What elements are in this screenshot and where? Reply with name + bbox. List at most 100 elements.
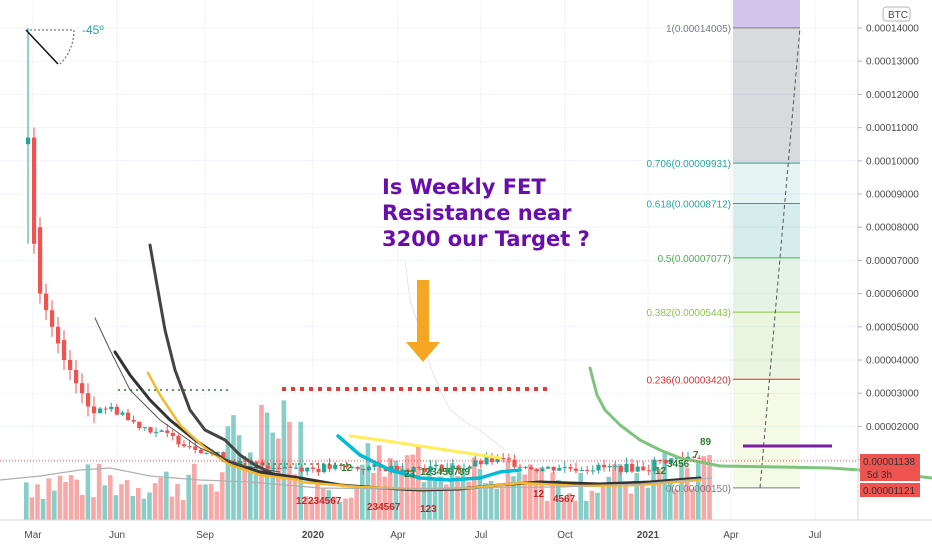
volume-bar	[337, 501, 343, 520]
candle-body	[333, 464, 338, 469]
volume-bar	[186, 474, 191, 520]
candle-body	[182, 444, 187, 447]
volume-bar	[438, 476, 443, 520]
candle-body	[299, 467, 304, 472]
volume-bar	[449, 463, 455, 520]
candle-body	[540, 468, 545, 472]
candle-body	[596, 464, 601, 471]
price-tick-label: 0.00012000	[866, 90, 919, 101]
price-tick-label: 0.00011000	[866, 123, 919, 134]
candle-body	[165, 430, 170, 433]
volume-bar	[662, 451, 667, 520]
volume-bar	[164, 471, 169, 520]
candle-body	[92, 406, 97, 414]
time-axis[interactable]: Mar Jun Sep 2020 Apr Jul Oct 2021 Apr Jul	[0, 519, 932, 541]
volume-bar	[673, 489, 679, 520]
candle-body	[518, 466, 523, 468]
time-tick-label: 2021	[637, 530, 660, 541]
fib-level-label: 0.706(0.00009931)	[646, 159, 731, 170]
volume-bar	[634, 473, 639, 520]
ma-grey	[0, 467, 713, 490]
candle-body	[635, 466, 640, 472]
candle-body	[266, 465, 271, 469]
volume-bar	[57, 475, 63, 520]
candle-body	[579, 469, 584, 471]
last-price-badge	[860, 454, 920, 468]
candle-body	[170, 432, 175, 436]
candle-body	[142, 427, 147, 429]
volume-bar	[539, 467, 544, 520]
volume-bar	[645, 487, 651, 520]
volume-bar	[354, 485, 359, 520]
price-tick-label: 0.00006000	[866, 289, 919, 300]
arrow-shaft	[417, 280, 429, 342]
volume-bar	[578, 472, 583, 520]
unit-badge-label: BTC	[888, 10, 908, 21]
volume-bar	[124, 480, 130, 520]
volume-bar	[220, 472, 225, 520]
price-axis[interactable]: 0.00014000 0.00013000 0.00012000 0.00011000…	[857, 0, 920, 520]
candle-body	[277, 467, 282, 469]
last-price-value: 0.00001138	[863, 457, 916, 468]
candle-body	[114, 406, 119, 415]
candle-body	[406, 469, 411, 472]
fib-zone	[733, 379, 800, 488]
volume-bar	[617, 464, 623, 520]
countdown-value: 5d 3h	[867, 470, 892, 481]
candle-body	[456, 465, 461, 471]
candle-body	[400, 469, 405, 472]
volume-bar	[40, 498, 46, 520]
volume-bar	[180, 500, 186, 520]
fib-zone-top	[733, 0, 800, 28]
volume-bar	[628, 493, 634, 520]
grid	[0, 0, 858, 520]
volume-bar	[393, 460, 399, 520]
candle-body	[56, 326, 61, 344]
volume-bar	[309, 499, 315, 520]
volume-bar	[589, 490, 595, 520]
candle-body	[103, 408, 108, 410]
volume-bar	[550, 472, 555, 520]
angle-arc	[59, 29, 75, 65]
candle-body	[187, 446, 192, 448]
volume-bar	[152, 483, 158, 520]
candle-body	[506, 458, 511, 460]
candle-body	[310, 467, 315, 469]
candle-body	[215, 452, 220, 454]
candle-body	[355, 466, 360, 469]
candle-body	[652, 460, 657, 472]
candle-body	[473, 460, 478, 467]
volume-bar	[46, 478, 51, 520]
volume-bar	[656, 468, 662, 520]
volume-bar	[567, 493, 572, 520]
volume-bar	[113, 495, 119, 520]
ma-orange-low	[298, 478, 702, 491]
candle-body	[663, 460, 668, 464]
candle-body	[38, 227, 43, 294]
fib-level-label: 0.236(0.00003420)	[646, 375, 731, 386]
candle-body	[434, 464, 439, 467]
candle-body	[126, 412, 131, 420]
volume-bar	[63, 482, 68, 520]
candle-body	[607, 466, 612, 468]
td-count-label: 234567	[367, 502, 401, 513]
volume-bar	[623, 485, 628, 520]
fib-retracement: 1(0.00014005) 0.706(0.00009931) 0.618(0.00…	[646, 0, 801, 495]
candle-body	[361, 468, 366, 471]
candle-body	[697, 457, 702, 459]
volume-bar	[287, 421, 292, 520]
candle-body	[350, 466, 355, 468]
candle-body	[120, 412, 125, 415]
volume-bar	[276, 438, 281, 520]
volume-bar	[253, 461, 259, 520]
volume-bar	[416, 445, 421, 520]
volume-bar	[29, 497, 35, 520]
volume-bar	[242, 457, 247, 520]
time-tick-label: Oct	[557, 530, 573, 541]
candle-body	[641, 466, 646, 471]
candle-body	[86, 393, 91, 407]
price-tick-label: 0.00007000	[866, 256, 919, 267]
fib-level-label: 0(0.00000150)	[666, 484, 731, 495]
candle-body	[137, 421, 142, 428]
